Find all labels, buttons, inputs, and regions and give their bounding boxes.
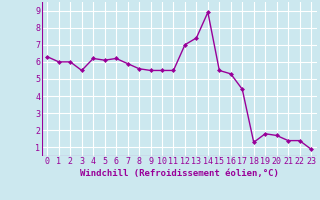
X-axis label: Windchill (Refroidissement éolien,°C): Windchill (Refroidissement éolien,°C) (80, 169, 279, 178)
